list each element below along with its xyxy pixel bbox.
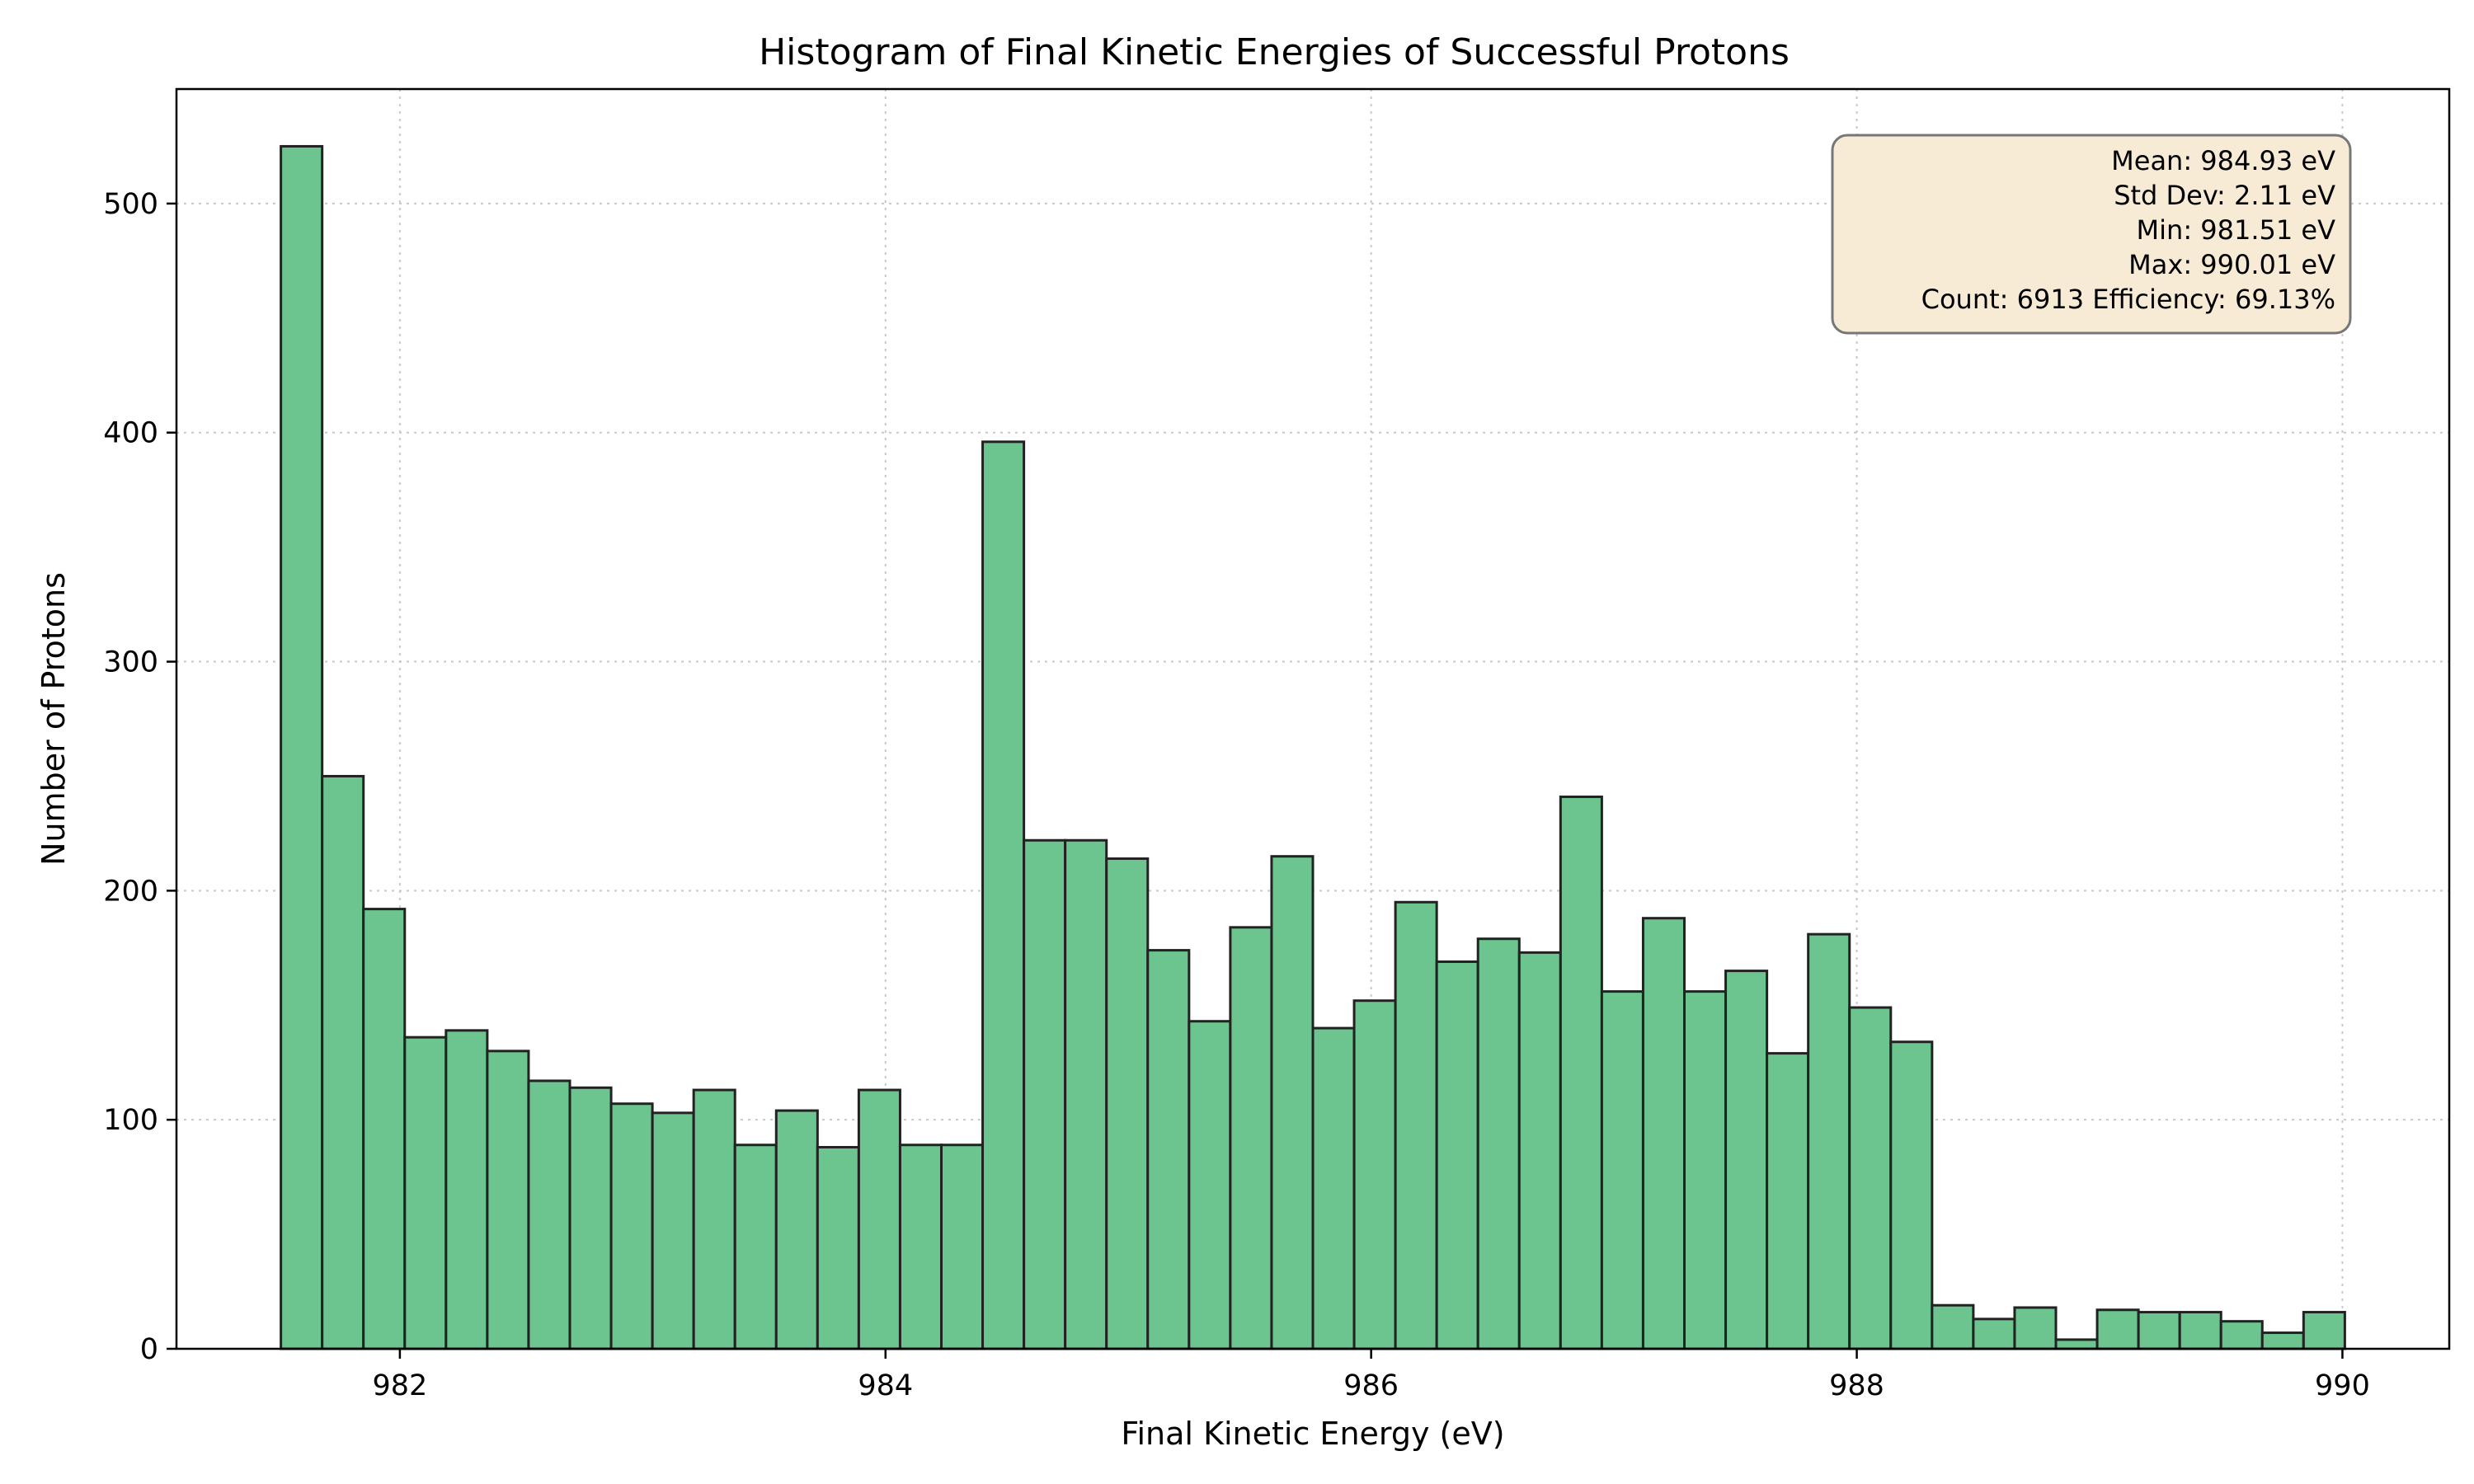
stats-line: Min: 981.51 eV [2137,214,2336,246]
histogram-bar [1105,857,1150,1350]
histogram-bar [2137,1311,2181,1350]
histogram-bar [1270,855,1315,1350]
chart-title: Histogram of Final Kinetic Energies of S… [759,31,1790,73]
x-tick-label: 986 [1343,1369,1399,1402]
x-tick-label: 988 [1829,1369,1884,1402]
histogram-bar [2054,1338,2099,1350]
histogram-bar [1435,960,1479,1350]
y-tick-label: 500 [103,188,158,221]
histogram-bar [609,1102,654,1350]
stats-line: Mean: 984.93 eV [2111,145,2335,176]
histogram-bar [857,1088,901,1350]
histogram-bar [444,1029,489,1350]
stats-line: Count: 6913 Efficiency: 69.13% [1921,284,2335,315]
histogram-bar [1146,949,1191,1350]
histogram-bar [2178,1311,2222,1350]
histogram-bar [1724,970,1769,1350]
histogram-bar [733,1144,778,1350]
histogram-bar [2013,1306,2058,1350]
stats-box-background [1831,134,2352,335]
x-tick-label: 982 [372,1369,427,1402]
y-axis-label: Number of Protons [35,572,72,866]
histogram-bar [898,1144,943,1350]
histogram-bar [2219,1320,2264,1350]
histogram-bar [1188,1020,1232,1350]
histogram-bar [403,1036,448,1350]
histogram-bar [1931,1303,1975,1350]
histogram-bar [1848,1006,1893,1350]
histogram-bar [527,1079,571,1350]
histogram-bar [2302,1311,2346,1350]
histogram-bar [568,1086,613,1350]
histogram-bar [1352,999,1397,1350]
histogram-bar [1559,795,1603,1350]
histogram-bar [816,1146,860,1350]
x-tick-label: 984 [858,1369,913,1402]
y-tick-label: 200 [103,875,158,908]
histogram-bar [1476,937,1521,1350]
histogram-bar [1023,838,1067,1350]
histogram-bar [1064,838,1108,1350]
histogram-bar [940,1144,985,1350]
y-tick-label: 100 [103,1104,158,1137]
y-tick-label: 300 [103,646,158,679]
histogram-bar [1311,1026,1356,1350]
histogram-bar [1394,900,1438,1350]
histogram-bar [1641,917,1686,1350]
plot-frame [175,87,2451,1350]
histogram-bars [280,144,2346,1350]
x-axis-ticks: 982 984 986 988 990 [372,1349,2370,1402]
histogram-bar [2095,1308,2140,1350]
histogram-bar [1517,951,1562,1350]
histogram-bar [486,1050,530,1350]
histogram-bar [1683,990,1728,1350]
x-tick-label: 990 [2315,1369,2370,1402]
histogram-bar [1600,990,1644,1350]
x-axis-label: Final Kinetic Energy (eV) [1121,1416,1504,1452]
histogram-bar [1766,1052,1810,1350]
histogram-bar [2260,1331,2305,1350]
y-tick-label: 0 [140,1333,158,1366]
histogram-bar [692,1088,736,1350]
histogram-bar [1972,1317,2016,1350]
histogram-bar [280,144,324,1350]
histogram-bar [321,774,365,1350]
y-tick-label: 400 [103,417,158,450]
stats-line: Std Dev: 2.11 eV [2114,180,2335,211]
stats-line: Max: 990.01 eV [2128,249,2335,280]
histogram-bar [981,440,1026,1350]
histogram-bar [1229,926,1273,1350]
histogram-bar [1807,932,1851,1350]
histogram-bar [362,908,407,1350]
histogram-bar [1889,1040,1934,1350]
histogram-bar [774,1109,819,1350]
histogram-bar [651,1111,695,1350]
y-axis-ticks: 0 100 200 300 400 500 [103,188,176,1366]
